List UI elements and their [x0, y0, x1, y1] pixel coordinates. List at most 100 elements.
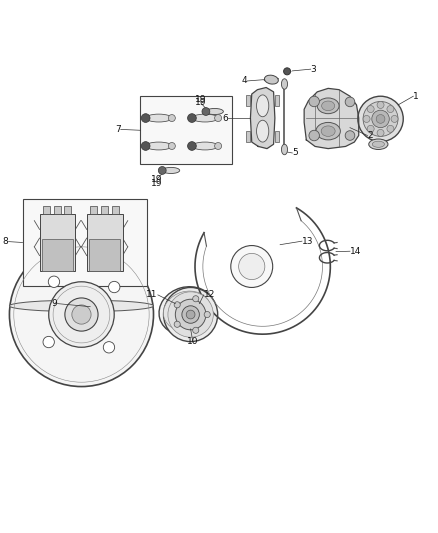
Circle shape — [391, 116, 398, 123]
Bar — [39, 214, 75, 271]
Circle shape — [363, 101, 398, 136]
Circle shape — [103, 342, 115, 353]
Circle shape — [387, 106, 394, 112]
Text: 12: 12 — [204, 290, 215, 300]
Circle shape — [65, 298, 98, 331]
Text: 19: 19 — [195, 98, 206, 107]
Circle shape — [10, 243, 153, 386]
Circle shape — [193, 327, 199, 333]
Ellipse shape — [265, 75, 278, 84]
Circle shape — [141, 114, 150, 123]
Ellipse shape — [10, 300, 153, 312]
Ellipse shape — [369, 139, 388, 149]
Circle shape — [163, 287, 218, 342]
Circle shape — [182, 306, 199, 323]
Circle shape — [43, 336, 54, 348]
Circle shape — [49, 282, 114, 348]
Ellipse shape — [192, 114, 218, 122]
Circle shape — [377, 130, 384, 136]
Text: 6: 6 — [222, 114, 228, 123]
Ellipse shape — [282, 144, 288, 155]
Circle shape — [158, 166, 166, 174]
Text: 19: 19 — [151, 179, 163, 188]
Bar — [275, 131, 279, 142]
Circle shape — [215, 142, 222, 149]
Circle shape — [358, 96, 403, 142]
Ellipse shape — [162, 167, 180, 174]
Circle shape — [309, 130, 319, 141]
Bar — [89, 239, 120, 271]
Text: 7: 7 — [115, 125, 121, 134]
Circle shape — [367, 106, 374, 112]
Bar — [246, 131, 251, 142]
Bar — [42, 206, 49, 214]
Text: 8: 8 — [3, 237, 9, 246]
Circle shape — [202, 108, 210, 116]
Text: 13: 13 — [302, 237, 314, 246]
Ellipse shape — [163, 291, 211, 331]
Circle shape — [175, 299, 206, 330]
Text: 19: 19 — [195, 95, 206, 104]
Ellipse shape — [321, 126, 335, 136]
Bar — [22, 199, 147, 286]
Circle shape — [168, 292, 213, 337]
Bar — [275, 95, 279, 106]
Circle shape — [345, 131, 355, 140]
Ellipse shape — [159, 287, 215, 335]
Circle shape — [204, 311, 210, 318]
Circle shape — [186, 310, 195, 319]
Circle shape — [231, 246, 273, 287]
Circle shape — [345, 97, 355, 107]
Circle shape — [48, 276, 60, 287]
Ellipse shape — [146, 142, 172, 150]
Ellipse shape — [257, 95, 269, 117]
Circle shape — [309, 96, 319, 107]
Circle shape — [193, 296, 199, 302]
Text: 19: 19 — [151, 175, 163, 184]
Ellipse shape — [206, 108, 223, 115]
Text: 10: 10 — [187, 337, 198, 346]
Circle shape — [363, 116, 370, 123]
Circle shape — [187, 114, 196, 123]
Bar — [87, 214, 123, 271]
Bar — [64, 206, 71, 214]
Text: 11: 11 — [146, 290, 158, 300]
Bar — [42, 239, 73, 271]
Text: 1: 1 — [413, 92, 419, 101]
Bar — [141, 96, 232, 164]
Ellipse shape — [316, 123, 340, 140]
Circle shape — [239, 253, 265, 280]
Bar — [101, 206, 108, 214]
Text: 5: 5 — [292, 149, 298, 157]
Circle shape — [168, 115, 175, 122]
Circle shape — [187, 142, 196, 150]
Circle shape — [377, 101, 384, 108]
Circle shape — [284, 68, 290, 75]
Circle shape — [174, 302, 180, 308]
Bar — [112, 206, 119, 214]
Bar — [53, 206, 60, 214]
Ellipse shape — [372, 141, 385, 147]
Circle shape — [109, 281, 120, 293]
Text: 9: 9 — [52, 299, 57, 308]
Polygon shape — [304, 88, 359, 149]
Circle shape — [376, 115, 385, 123]
Ellipse shape — [321, 101, 335, 111]
Polygon shape — [251, 87, 275, 149]
Text: 4: 4 — [242, 76, 247, 85]
Circle shape — [174, 321, 180, 327]
Circle shape — [387, 125, 394, 132]
Ellipse shape — [192, 142, 218, 150]
Bar — [90, 206, 97, 214]
Ellipse shape — [257, 120, 269, 142]
Text: 3: 3 — [311, 64, 316, 74]
Circle shape — [372, 110, 389, 128]
Bar — [246, 95, 251, 106]
Circle shape — [72, 305, 91, 324]
Ellipse shape — [282, 79, 288, 89]
Text: 14: 14 — [350, 247, 361, 256]
Ellipse shape — [146, 114, 172, 122]
Text: 2: 2 — [367, 131, 373, 140]
Circle shape — [141, 142, 150, 150]
Circle shape — [215, 115, 222, 122]
